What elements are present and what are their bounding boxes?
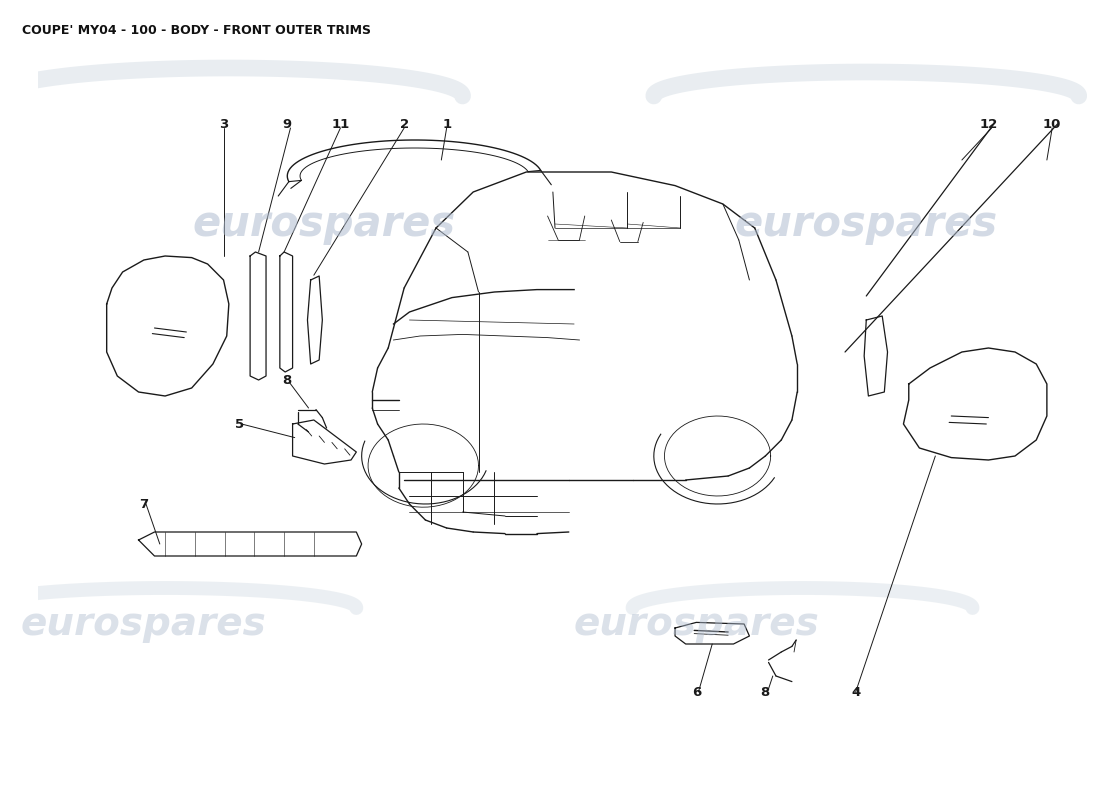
Text: COUPE' MY04 - 100 - BODY - FRONT OUTER TRIMS: COUPE' MY04 - 100 - BODY - FRONT OUTER T…: [22, 24, 371, 37]
Text: 4: 4: [851, 686, 860, 698]
Text: 8: 8: [283, 374, 292, 386]
Text: 9: 9: [283, 118, 292, 130]
Text: 5: 5: [235, 418, 244, 430]
Text: 12: 12: [979, 118, 998, 130]
Text: eurospares: eurospares: [192, 203, 456, 245]
Text: eurospares: eurospares: [21, 605, 266, 643]
Text: 11: 11: [331, 118, 350, 130]
Text: 8: 8: [761, 686, 770, 698]
Text: eurospares: eurospares: [573, 605, 820, 643]
Text: eurospares: eurospares: [735, 203, 998, 245]
Text: 7: 7: [140, 498, 148, 510]
Text: 1: 1: [442, 118, 451, 130]
Text: 2: 2: [399, 118, 409, 130]
Text: 6: 6: [692, 686, 701, 698]
Text: 10: 10: [1043, 118, 1062, 130]
Text: 3: 3: [219, 118, 228, 130]
